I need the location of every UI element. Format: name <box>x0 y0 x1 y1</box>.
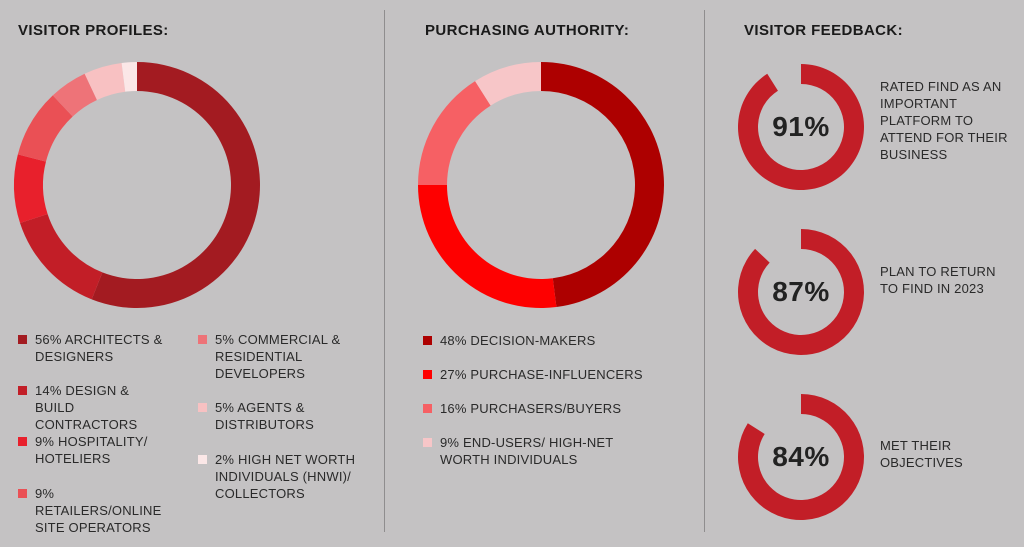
profiles-legend-label: 5% COMMERCIAL & RESIDENTIAL DEVELOPERS <box>215 332 341 381</box>
profiles-legend-swatch <box>18 386 27 395</box>
feedback-percent-value: 87% <box>772 276 830 307</box>
profiles-slice-5-commercial-residential-developers <box>52 73 97 117</box>
feedback-ring-2 <box>738 229 864 355</box>
feedback-item-2: 87% PLAN TO RETURN TO FIND IN 2023 <box>738 229 1008 359</box>
authority-legend-label: 16% PURCHASERS/BUYERS <box>440 401 622 416</box>
profiles-legend-label: 9% HOSPITALITY/ HOTELIERS <box>35 434 148 466</box>
feedback-ring-3 <box>738 394 864 520</box>
authority-legend-item-48-decision-makers: 48% DECISION-MAKERS <box>423 332 683 349</box>
profiles-legend-item-5-agents-distributors: 5% AGENTS & DISTRIBUTORS <box>198 399 363 433</box>
profiles-legend-label: 2% HIGH NET WORTH INDIVIDUALS (HNWI)/ CO… <box>215 452 356 501</box>
authority-legend-item-9-end-users-high-net-worth-individuals: 9% END-USERS/ HIGH-NET WORTH INDIVIDUALS <box>423 434 653 468</box>
profiles-legend-label: 56% ARCHITECTS & DESIGNERS <box>35 332 163 364</box>
divider-right <box>704 10 705 532</box>
authority-legend-swatch <box>423 404 432 413</box>
profiles-legend-swatch <box>198 335 207 344</box>
profiles-legend-item-9-hospitality-hoteliers: 9% HOSPITALITY/ HOTELIERS <box>18 433 168 467</box>
feedback-percent-value: 84% <box>772 441 830 472</box>
visitor-profiles-heading: VISITOR PROFILES: <box>18 22 169 39</box>
visitor-feedback-heading: VISITOR FEEDBACK: <box>744 22 904 39</box>
profiles-legend-swatch <box>18 489 27 498</box>
authority-legend-swatch <box>423 370 432 379</box>
profiles-legend-item-5-commercial-residential-developers: 5% COMMERCIAL & RESIDENTIAL DEVELOPERS <box>198 331 363 382</box>
profiles-legend-item-56-architects-designers: 56% ARCHITECTS & DESIGNERS <box>18 331 168 365</box>
feedback-description: MET THEIR OBJECTIVES <box>880 438 963 470</box>
feedback-ring-arc-2 <box>738 229 864 355</box>
profiles-legend-item-2-high-net-worth-individuals-hnwi-collec: 2% HIGH NET WORTH INDIVIDUALS (HNWI)/ CO… <box>198 451 363 502</box>
feedback-item-3: 84% MET THEIR OBJECTIVES <box>738 394 1008 524</box>
feedback-ring-1 <box>738 64 864 190</box>
authority-legend-item-27-purchase-influencers: 27% PURCHASE-INFLUENCERS <box>423 366 683 383</box>
authority-slice-9-end-users-high-net-worth-individuals <box>475 62 541 106</box>
feedback-ring-arc-3 <box>738 394 864 520</box>
authority-legend-swatch <box>423 438 432 447</box>
authority-legend-label: 9% END-USERS/ HIGH-NET WORTH INDIVIDUALS <box>440 435 614 467</box>
profiles-legend-label: 5% AGENTS & DISTRIBUTORS <box>215 400 314 432</box>
visitor-feedback-panel: VISITOR FEEDBACK: 91% RATED FIND AS AN IM… <box>706 0 1024 547</box>
profiles-slice-14-design-build-contractors <box>20 214 103 300</box>
visitor-profiles-donut <box>13 62 261 308</box>
authority-slice-48-decision-makers <box>541 62 664 308</box>
profiles-slice-9-hospitality-hoteliers <box>13 154 48 224</box>
authority-legend-label: 27% PURCHASE-INFLUENCERS <box>440 367 643 382</box>
profiles-legend-label: 9% RETAILERS/ONLINE SITE OPERATORS <box>35 486 162 535</box>
feedback-item-1: 91% RATED FIND AS AN IMPORTANT PLATFORM T… <box>738 64 1008 194</box>
profiles-legend-item-14-design-build-contractors: 14% DESIGN & BUILD CONTRACTORS <box>18 382 168 433</box>
authority-slice-16-purchasers-buyers <box>418 81 491 185</box>
profiles-legend-swatch <box>18 335 27 344</box>
feedback-description: RATED FIND AS AN IMPORTANT PLATFORM TO A… <box>880 79 1008 162</box>
purchasing-authority-donut <box>418 62 664 308</box>
purchasing-authority-heading: PURCHASING AUTHORITY: <box>425 22 630 39</box>
purchasing-authority-panel: PURCHASING AUTHORITY: 48% DECISION-MAKER… <box>385 0 705 547</box>
profiles-slice-9-retailers-online-site-operators <box>17 95 73 162</box>
authority-legend-swatch <box>423 336 432 345</box>
profiles-legend-item-9-retailers-online-site-operators: 9% RETAILERS/ONLINE SITE OPERATORS <box>18 485 173 536</box>
profiles-slice-2-high-net-worth-individuals-hnwi-collec <box>121 62 137 92</box>
feedback-ring-arc-1 <box>738 64 864 190</box>
authority-legend-label: 48% DECISION-MAKERS <box>440 333 596 348</box>
profiles-legend-swatch <box>198 403 207 412</box>
visitor-profiles-panel: VISITOR PROFILES: 56% ARCHITECTS & DESIG… <box>0 0 384 547</box>
profiles-legend-swatch <box>18 437 27 446</box>
profiles-legend-label: 14% DESIGN & BUILD CONTRACTORS <box>35 383 138 432</box>
profiles-slice-56-architects-designers <box>91 62 261 308</box>
profiles-slice-5-agents-distributors <box>84 62 126 100</box>
feedback-description: PLAN TO RETURN TO FIND IN 2023 <box>880 264 996 296</box>
authority-slice-27-purchase-influencers <box>418 185 557 308</box>
profiles-legend-swatch <box>198 455 207 464</box>
feedback-percent-value: 91% <box>772 111 830 142</box>
authority-legend-item-16-purchasers-buyers: 16% PURCHASERS/BUYERS <box>423 400 683 417</box>
divider-left <box>384 10 385 532</box>
